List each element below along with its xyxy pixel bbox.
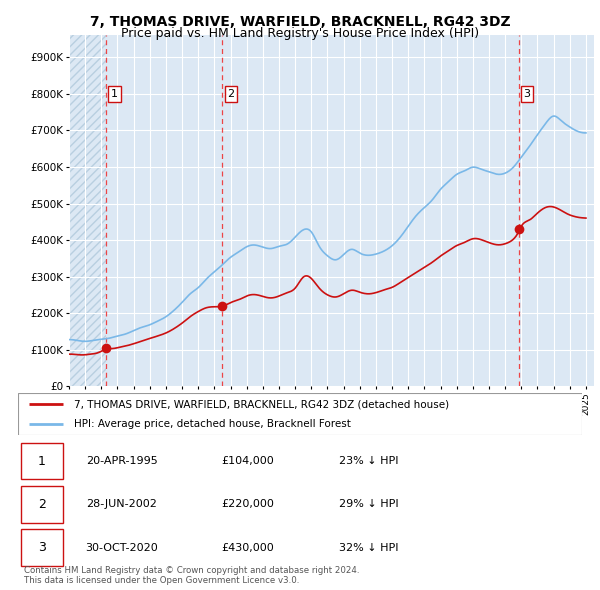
Text: Price paid vs. HM Land Registry's House Price Index (HPI): Price paid vs. HM Land Registry's House … (121, 27, 479, 40)
Text: 1: 1 (111, 89, 118, 99)
Bar (21, 529, 63, 566)
Text: 7, THOMAS DRIVE, WARFIELD, BRACKNELL, RG42 3DZ: 7, THOMAS DRIVE, WARFIELD, BRACKNELL, RG… (89, 15, 511, 29)
Text: 2: 2 (227, 89, 235, 99)
Text: 29% ↓ HPI: 29% ↓ HPI (340, 500, 399, 509)
Bar (69, 35, 106, 386)
Bar (69, 35, 106, 386)
Bar (21, 443, 63, 480)
Text: 23% ↓ HPI: 23% ↓ HPI (340, 457, 399, 466)
Text: 7, THOMAS DRIVE, WARFIELD, BRACKNELL, RG42 3DZ (detached house): 7, THOMAS DRIVE, WARFIELD, BRACKNELL, RG… (74, 399, 449, 409)
Text: Contains HM Land Registry data © Crown copyright and database right 2024.
This d: Contains HM Land Registry data © Crown c… (24, 566, 359, 585)
Text: 20-APR-1995: 20-APR-1995 (86, 457, 157, 466)
Text: £104,000: £104,000 (221, 457, 274, 466)
Text: £220,000: £220,000 (221, 500, 274, 509)
Text: 3: 3 (38, 541, 46, 554)
Text: 32% ↓ HPI: 32% ↓ HPI (340, 543, 399, 552)
Text: 2: 2 (38, 498, 46, 511)
Text: 30-OCT-2020: 30-OCT-2020 (86, 543, 158, 552)
Text: 1: 1 (38, 455, 46, 468)
Text: 3: 3 (523, 89, 530, 99)
Text: £430,000: £430,000 (221, 543, 274, 552)
Bar (21, 486, 63, 523)
Text: 28-JUN-2002: 28-JUN-2002 (86, 500, 157, 509)
Text: HPI: Average price, detached house, Bracknell Forest: HPI: Average price, detached house, Brac… (74, 419, 351, 429)
